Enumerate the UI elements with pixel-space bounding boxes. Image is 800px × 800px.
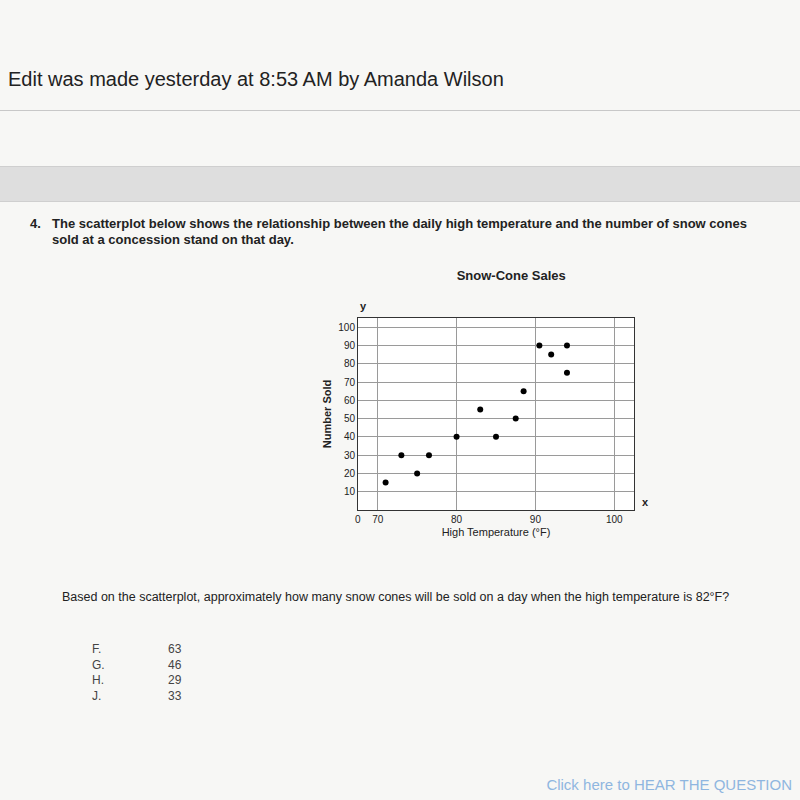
svg-text:10: 10 <box>344 486 356 497</box>
html-text:Click here to HEAR THE QUESTIO: Click here to HEAR THE QUESTION <box>546 776 792 793</box>
svg-text:y: y <box>360 300 367 312</box>
svg-text:40: 40 <box>344 431 356 442</box>
svg-text:100: 100 <box>338 322 355 333</box>
svg-text:0: 0 <box>355 514 361 525</box>
html-text:J.: J. <box>92 688 102 703</box>
svg-text:100: 100 <box>606 514 623 525</box>
svg-text:30: 30 <box>344 450 356 461</box>
svg-text:Snow-Cone Sales: Snow-Cone Sales <box>457 268 566 283</box>
svg-text:x: x <box>642 496 649 508</box>
html-text:63: 63 <box>168 642 182 656</box>
svg-text:90: 90 <box>344 340 356 351</box>
html-text:F.: F. <box>92 642 102 656</box>
svg-text:High Temperature (°F): High Temperature (°F) <box>442 526 551 538</box>
svg-text:80: 80 <box>344 358 356 369</box>
svg-text:Number Sold: Number Sold <box>321 380 333 448</box>
svg-text:60: 60 <box>344 395 356 406</box>
html-text:Based on the scatterplot, appr: Based on the scatterplot, approximately … <box>62 590 730 604</box>
svg-text:70: 70 <box>344 377 356 388</box>
html-text:G.: G. <box>92 657 105 672</box>
html-text:H.: H. <box>92 673 104 687</box>
html-text:46: 46 <box>168 657 182 672</box>
svg-text:70: 70 <box>372 514 384 525</box>
html-text:33: 33 <box>168 688 182 703</box>
svg-text:50: 50 <box>344 413 356 424</box>
svg-text:80: 80 <box>451 514 463 525</box>
html-text:The scatterplot below shows th: The scatterplot below shows the relation… <box>52 216 747 247</box>
svg-text:20: 20 <box>344 468 356 479</box>
html-text:Edit was made yesterday at 8:5: Edit was made yesterday at 8:53 AM by Am… <box>8 68 504 90</box>
html-text:29: 29 <box>168 673 182 687</box>
svg-text:90: 90 <box>530 514 542 525</box>
html-text:4.: 4. <box>30 216 41 231</box>
